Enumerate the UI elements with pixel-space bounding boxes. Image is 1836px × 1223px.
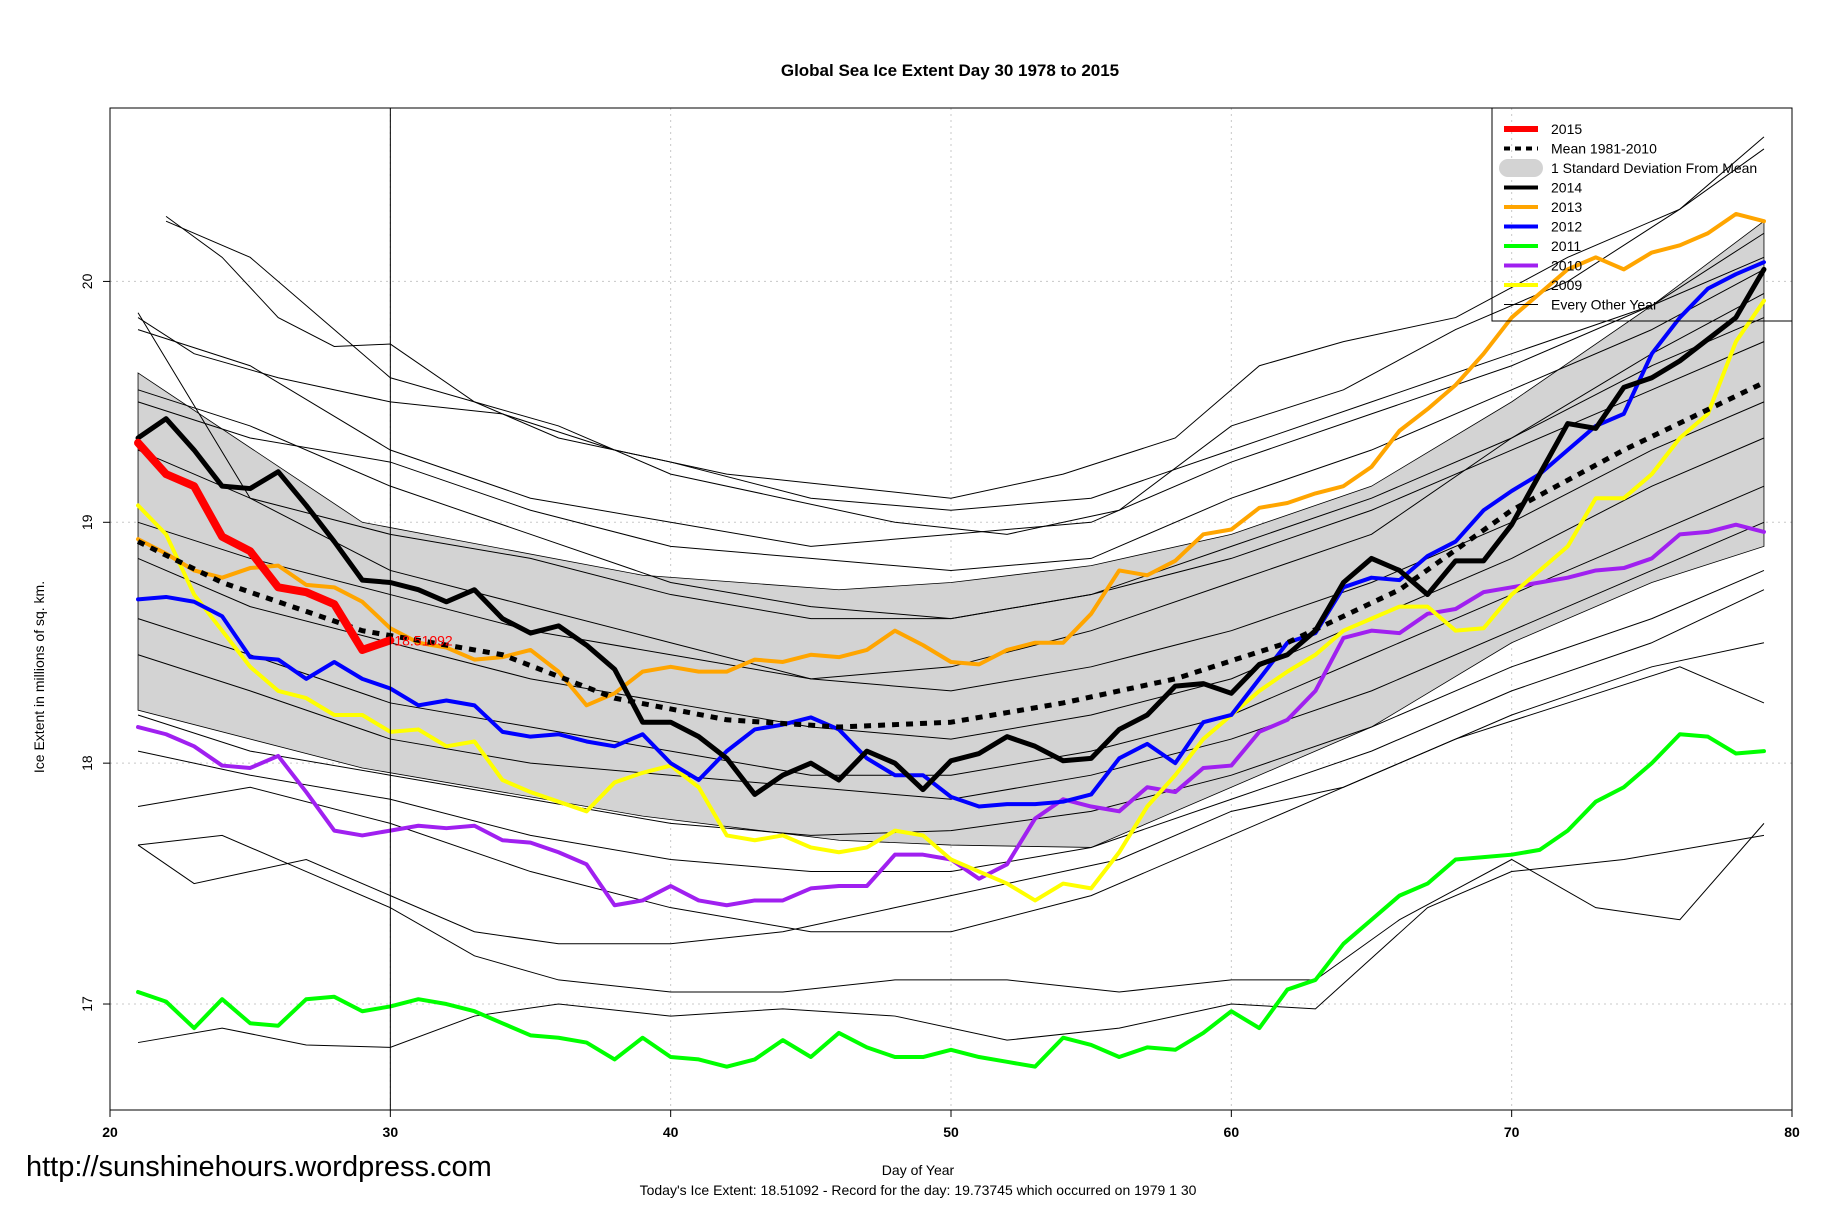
legend-label: 2013 <box>1551 199 1582 215</box>
legend-label: 2010 <box>1551 258 1582 274</box>
today-value-label: 18.51092 <box>394 632 453 648</box>
footer-note: Today's Ice Extent: 18.51092 - Record fo… <box>639 1182 1197 1198</box>
series-line-2013 <box>136 211 1766 708</box>
x-tick-label: 60 <box>1224 1124 1240 1140</box>
axes: 18.51092 20 30 40 50 60 70 80 17 18 19 20 <box>79 107 1800 1140</box>
y-tick-label: 18 <box>79 755 95 771</box>
series-line-2014 <box>135 266 1767 797</box>
x-axis-label: Day of Year <box>881 1162 955 1178</box>
legend-box <box>1491 107 1793 322</box>
series-line-mean-1981-2010 <box>136 380 1766 730</box>
x-tick-label: 30 <box>383 1124 399 1140</box>
legend-label: Every Other Year <box>1551 297 1658 313</box>
legend-label: 2014 <box>1551 180 1582 196</box>
other-year-line <box>165 220 1765 511</box>
legend-label: 2015 <box>1551 121 1582 137</box>
other-year-line <box>165 136 1765 535</box>
other-year-line <box>137 148 1765 499</box>
x-tick-label: 80 <box>1784 1124 1800 1140</box>
series-line-2009 <box>136 298 1766 903</box>
y-tick-label: 20 <box>79 273 95 289</box>
watermark-url: http://sunshinehours.wordpress.com <box>26 1151 492 1183</box>
x-tick-label: 40 <box>663 1124 679 1140</box>
x-tick-label: 20 <box>102 1124 118 1140</box>
legend-key-1-standard-deviation-from-mean <box>1499 159 1543 177</box>
legend-label: 1 Standard Deviation From Mean <box>1551 160 1757 176</box>
x-tick-label: 70 <box>1504 1124 1520 1140</box>
series-line-2012 <box>136 260 1766 809</box>
x-tick-label: 50 <box>943 1124 959 1140</box>
legend-label: 2012 <box>1551 219 1582 235</box>
legend-label: 2009 <box>1551 277 1582 293</box>
y-axis-label: Ice Extent in millions of sq. km. <box>31 581 47 773</box>
chart-title: Global Sea Ice Extent Day 30 1978 to 201… <box>781 61 1119 80</box>
legend: 2015 Mean 1981-2010 1 Standard Deviation F… <box>1491 107 1793 322</box>
other-year-line <box>137 666 1765 945</box>
series-line-2015 <box>134 438 395 654</box>
y-tick-label: 17 <box>79 996 95 1012</box>
legend-label: 2011 <box>1551 238 1581 254</box>
y-tick-label: 19 <box>79 514 95 530</box>
series-line-2011 <box>136 732 1766 1069</box>
highlight-series-lines <box>134 211 1767 1069</box>
legend-label: Mean 1981-2010 <box>1551 141 1657 157</box>
other-year-line <box>137 823 1765 993</box>
other-year-line <box>137 834 1765 1048</box>
